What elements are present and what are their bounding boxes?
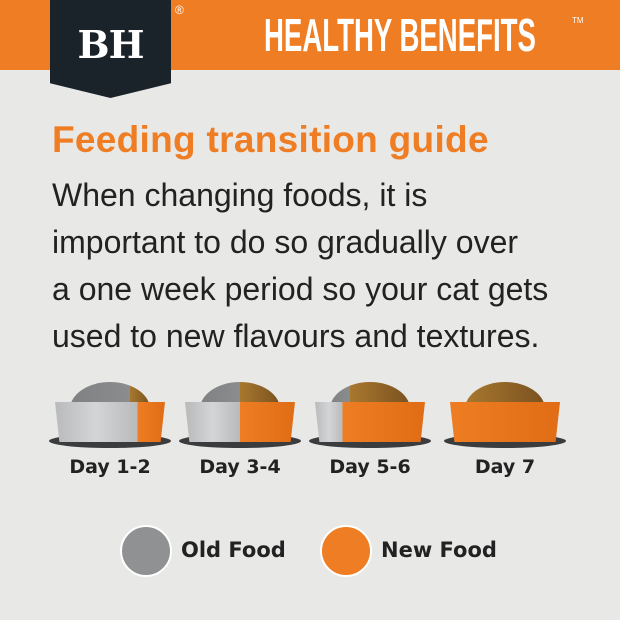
- brand-title: HEALTHY BENEFITS: [264, 9, 536, 61]
- day-label: Day 5-6: [329, 456, 411, 478]
- legend-old-food: Old Food: [181, 538, 286, 562]
- day-label: Day 7: [474, 456, 536, 478]
- bowl-body: [55, 402, 165, 442]
- new-food-swatch: [320, 525, 372, 577]
- logo-text: BH: [77, 22, 144, 67]
- food-bowl: [305, 382, 435, 450]
- trademark: TM: [572, 16, 584, 25]
- description: When changing foods, it is important to …: [52, 172, 612, 360]
- description-line: a one week period so your cat gets: [52, 271, 549, 307]
- bowl-body: [185, 402, 295, 442]
- legend-new-food: New Food: [381, 538, 497, 562]
- food-bowl: [175, 382, 305, 450]
- food-bowl: [45, 382, 175, 450]
- bowl-body: [315, 402, 425, 442]
- bowl-body: [450, 402, 560, 442]
- day-label: Day 1-2: [69, 456, 151, 478]
- food-bowl: [440, 382, 570, 450]
- registered-mark: ®: [175, 3, 184, 17]
- old-food-swatch: [120, 525, 172, 577]
- bh-logo: BH: [50, 0, 171, 98]
- description-line: important to do so gradually over: [52, 224, 519, 260]
- description-line: used to new flavours and textures.: [52, 318, 540, 354]
- description-line: When changing foods, it is: [52, 177, 428, 213]
- day-label: Day 3-4: [199, 456, 281, 478]
- page-title: Feeding transition guide: [52, 119, 489, 160]
